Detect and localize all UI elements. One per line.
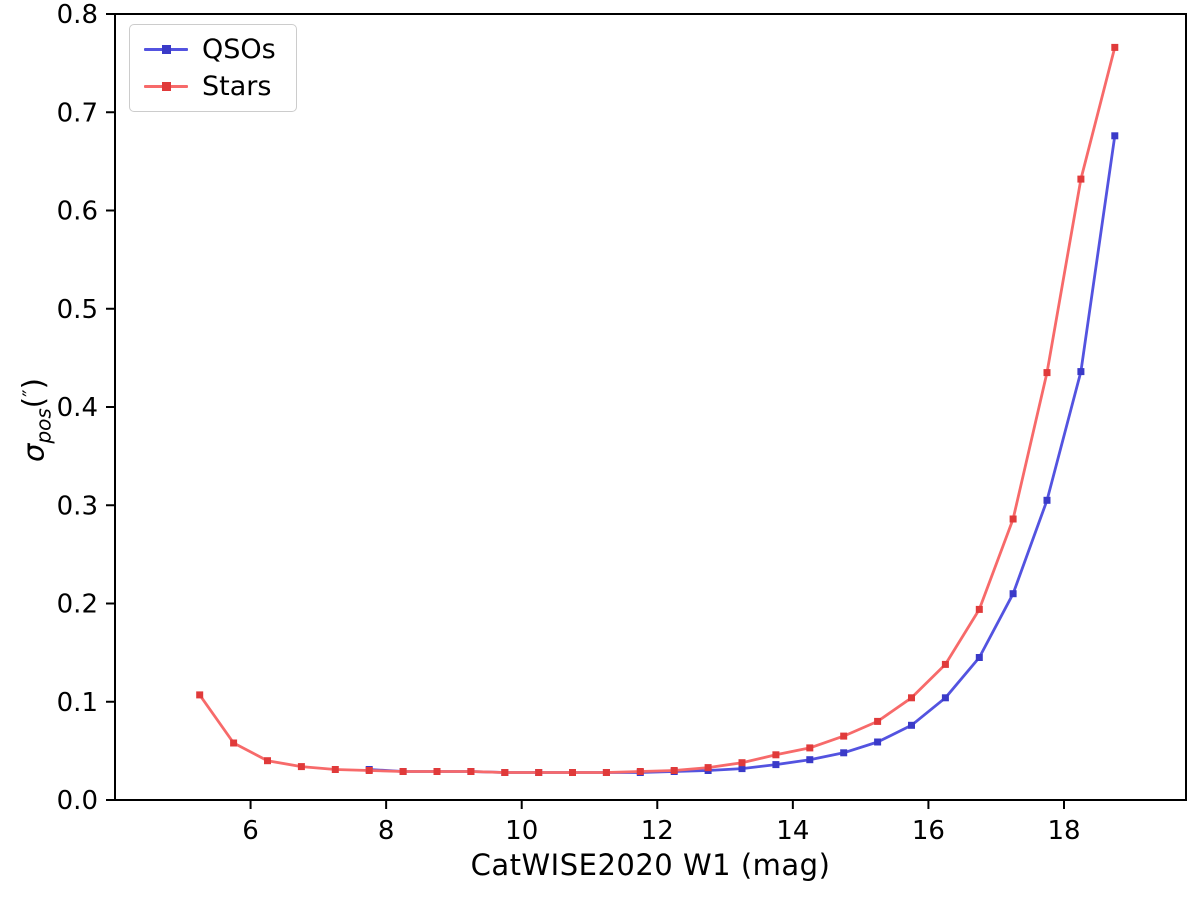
series-marker-stars — [297, 763, 305, 771]
series-marker-stars — [704, 764, 712, 772]
y-tick-label: 0.8 — [57, 0, 98, 30]
series-marker-stars — [1043, 369, 1051, 377]
series-marker-stars — [1077, 175, 1085, 183]
series-marker-stars — [1111, 43, 1119, 51]
series-marker-stars — [230, 739, 238, 747]
series-marker-stars — [941, 660, 949, 668]
series-marker-stars — [840, 732, 848, 740]
legend-label-qsos: QSOs — [202, 34, 276, 65]
y-tick-label: 0.7 — [57, 98, 98, 128]
legend-square-marker-icon — [161, 82, 171, 91]
series-marker-qsos — [941, 694, 949, 702]
series-marker-qsos — [874, 738, 882, 746]
series-marker-qsos — [975, 654, 983, 661]
series-marker-stars — [433, 768, 441, 775]
y-tick-label: 0.3 — [57, 491, 98, 521]
series-line-stars — [198, 46, 1117, 774]
x-tick-label: 16 — [912, 816, 945, 846]
y-tick-label: 0.6 — [57, 197, 98, 227]
legend-square-marker-icon — [161, 45, 171, 54]
series-marker-stars — [331, 766, 339, 773]
series-marker-qsos — [1009, 590, 1017, 598]
y-tick-label: 0.2 — [57, 590, 98, 620]
x-tick-label: 12 — [641, 816, 674, 846]
series-marker-stars — [569, 769, 576, 776]
series-marker-stars — [467, 768, 475, 775]
series-marker-qsos — [1111, 132, 1119, 140]
y-axis-paren-close: ) — [16, 378, 51, 390]
y-tick-label: 0.1 — [57, 688, 98, 718]
series-marker-stars — [636, 768, 644, 775]
series-marker-stars — [365, 767, 373, 774]
series-marker-stars — [264, 757, 271, 765]
series-marker-stars — [806, 744, 814, 752]
series-marker-stars — [874, 717, 882, 725]
series-marker-stars — [196, 691, 204, 699]
y-axis-primes: ″ — [18, 389, 43, 397]
series-marker-stars — [399, 768, 407, 775]
series-line-qsos — [367, 134, 1117, 774]
x-tick-label: 8 — [378, 816, 395, 846]
plot-frame — [114, 13, 1187, 801]
legend-sample-stars — [144, 79, 188, 95]
legend-label-stars: Stars — [202, 71, 272, 102]
y-tick-label: 0.5 — [57, 295, 98, 325]
x-tick-label: 14 — [776, 816, 809, 846]
legend-item-qsos: QSOs — [144, 36, 276, 63]
series-marker-qsos — [806, 756, 814, 764]
y-tick-label: 0.4 — [57, 393, 98, 423]
series-marker-stars — [670, 767, 678, 774]
y-tick-label: 0.0 — [57, 786, 98, 816]
series-marker-qsos — [1077, 368, 1085, 376]
legend-sample-qsos — [144, 42, 188, 58]
series-marker-stars — [602, 769, 610, 776]
series-marker-stars — [772, 751, 780, 759]
series-marker-stars — [738, 759, 746, 767]
series-marker-stars — [1009, 515, 1017, 523]
x-axis-label: CatWISE2020 W1 (mag) — [470, 848, 831, 882]
y-axis-subscript: pos — [31, 408, 56, 444]
series-marker-qsos — [840, 749, 848, 757]
series-marker-stars — [501, 769, 509, 776]
legend-item-stars: Stars — [144, 73, 276, 100]
series-marker-qsos — [908, 721, 915, 729]
series-marker-qsos — [772, 761, 780, 769]
y-axis-symbol: σ — [16, 443, 51, 462]
series-marker-stars — [908, 694, 915, 702]
series-marker-stars — [535, 769, 543, 776]
y-axis-label: σpos(″) — [17, 378, 56, 462]
series-marker-stars — [975, 605, 983, 613]
series-marker-qsos — [1043, 496, 1051, 504]
legend: QSOs Stars — [129, 24, 297, 112]
y-axis-paren-open: ( — [16, 396, 51, 409]
series-marker-qsos — [738, 765, 746, 773]
x-tick-label: 10 — [505, 816, 538, 846]
x-tick-label: 6 — [242, 816, 259, 846]
x-tick-label: 18 — [1047, 816, 1080, 846]
